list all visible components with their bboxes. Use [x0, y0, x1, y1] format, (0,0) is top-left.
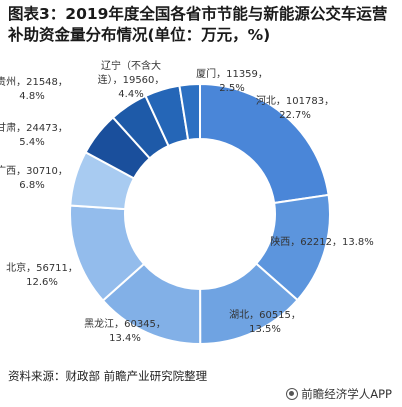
- brand-label: 前瞻经济学人APP: [301, 387, 392, 401]
- slice-label-6: 甘肃，24473， 5.4%: [0, 121, 68, 148]
- slice-0[interactable]: [199, 82, 330, 205]
- slice-label-2: 湖北，60515， 13.5%: [229, 309, 301, 335]
- source-note: 资料来源：财政部 前瞻产业研究院整理: [8, 369, 208, 383]
- chart-title: 图表3：2019年度全国各省市节能与新能源公交车运营补助资金量分布情况(单位：万…: [8, 5, 388, 44]
- slice-label-1: 陕西，62212，13.8%: [270, 235, 374, 248]
- slice-9[interactable]: [178, 82, 201, 142]
- brand-logo-icon: [286, 388, 299, 400]
- slice-label-0: 河北，101783， 22.7%: [256, 95, 334, 121]
- slice-label-9: 厦门，11359， 2.5%: [196, 67, 268, 94]
- slice-label-7: 贵州，21548， 4.8%: [0, 75, 68, 102]
- slice-label-4: 北京，56711， 12.6%: [6, 261, 78, 288]
- slice-label-3: 黑龙江，60345， 13.4%: [84, 317, 166, 344]
- brand-footer[interactable]: 前瞻经济学人APP: [286, 386, 392, 402]
- slice-label-8: 辽宁（不含大连），19560， 4.4%: [98, 59, 165, 100]
- slice-label-5: 广西，30710， 6.8%: [0, 165, 68, 191]
